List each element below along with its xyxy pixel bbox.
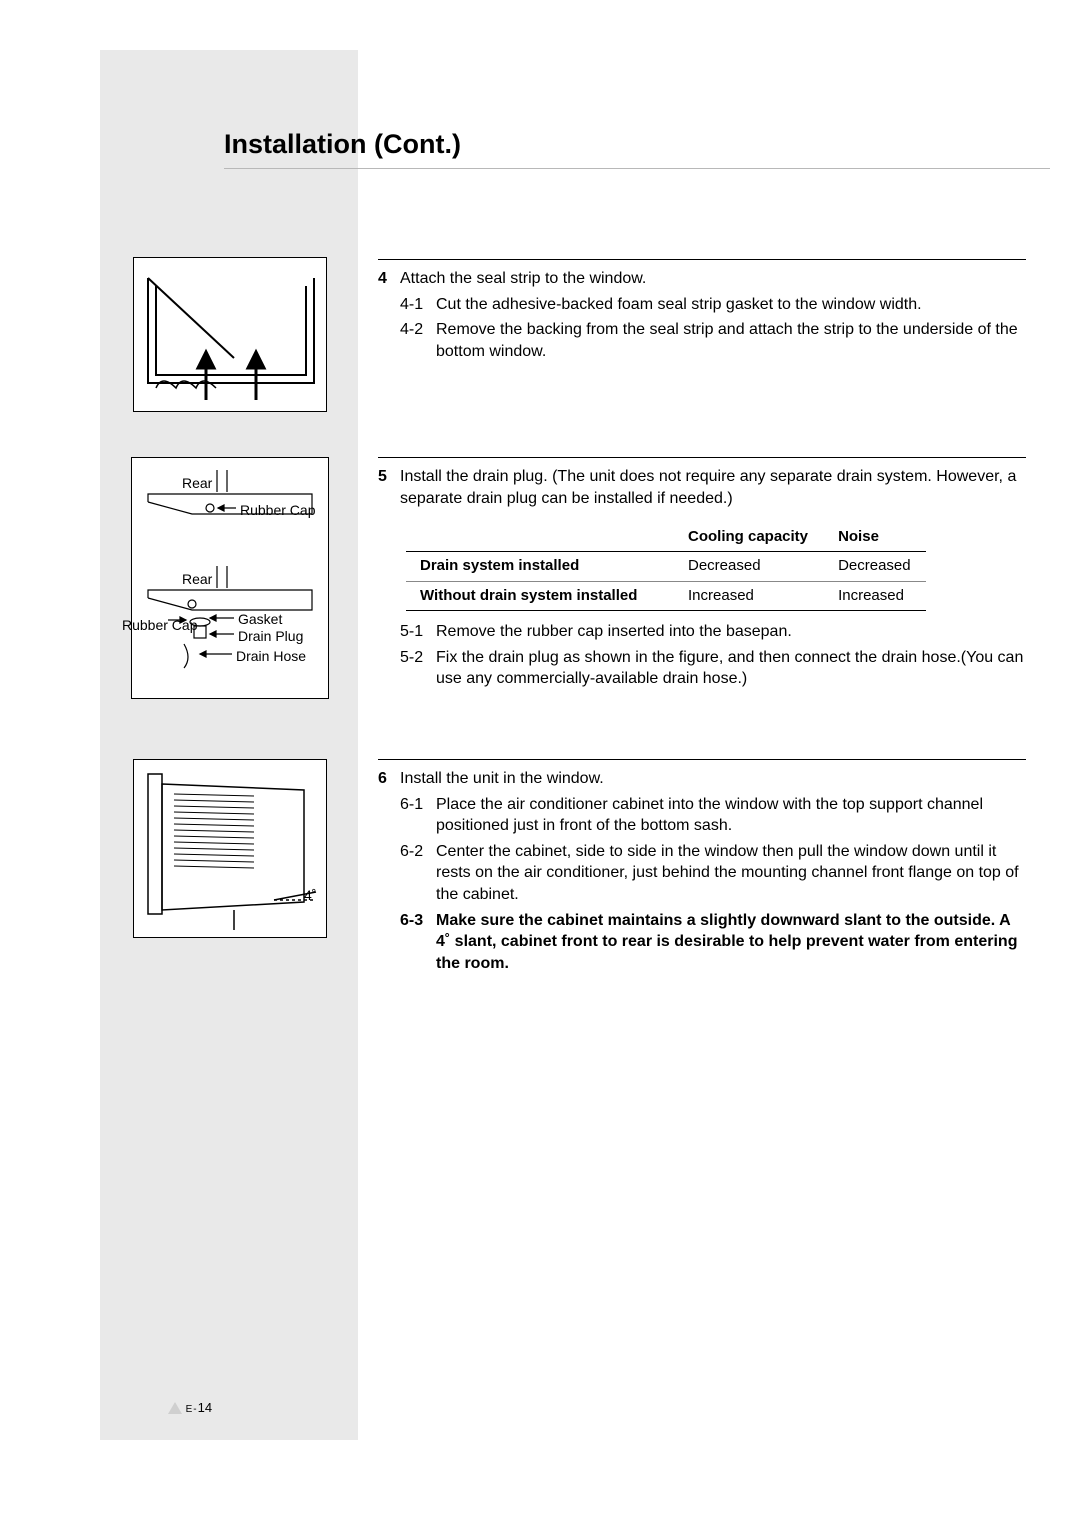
figure-4-svg <box>134 258 326 411</box>
step-6-2-num: 6-2 <box>400 841 430 906</box>
figure-4 <box>133 257 327 412</box>
step-5: 5 Install the drain plug. (The unit does… <box>378 457 1026 694</box>
page-number: E-14 <box>168 1399 212 1417</box>
figure-6-svg <box>134 760 326 937</box>
step-4-num: 4 <box>378 268 392 290</box>
drain-table-r0c2: Decreased <box>824 552 926 581</box>
title-row: Installation (Cont.) <box>224 126 1050 169</box>
drain-table-r1c0: Without drain system installed <box>406 581 674 610</box>
step-5-1-text: Remove the rubber cap inserted into the … <box>436 621 792 643</box>
step-4-1-num: 4-1 <box>400 294 430 316</box>
figure-5-label-rubber-cap-r: Rubber Cap <box>240 501 316 520</box>
step-6: 6 Install the unit in the window. 6-1 Pl… <box>378 759 1026 978</box>
drain-table-row-1: Without drain system installed Increased… <box>406 581 926 610</box>
figure-5-label-rubber-cap-l: Rubber Cap <box>122 616 198 635</box>
figure-5-label-rear2: Rear <box>182 570 212 589</box>
page-number-value: 14 <box>198 1400 212 1415</box>
figure-6-angle-label: 4˚ <box>304 886 316 905</box>
figure-5-label-rear1: Rear <box>182 474 212 493</box>
step-5-1-num: 5-1 <box>400 621 430 643</box>
drain-table: Cooling capacity Noise Drain system inst… <box>406 523 926 611</box>
step-6-1-num: 6-1 <box>400 794 430 837</box>
figure-5: Rear Rubber Cap Rear Gasket Rubber Cap D… <box>131 457 329 699</box>
step-4-1-text: Cut the adhesive-backed foam seal strip … <box>436 294 922 316</box>
drain-table-h0 <box>406 523 674 552</box>
page-title: Installation (Cont.) <box>224 126 1050 162</box>
drain-table-h2: Noise <box>824 523 926 552</box>
step-5-num: 5 <box>378 466 392 509</box>
drain-table-r1c1: Increased <box>674 581 824 610</box>
step-4-2-text: Remove the backing from the seal strip a… <box>436 319 1026 362</box>
drain-table-row-0: Drain system installed Decreased Decreas… <box>406 552 926 581</box>
step-6-1-text: Place the air conditioner cabinet into t… <box>436 794 1026 837</box>
step-6-lead: Install the unit in the window. <box>400 768 604 790</box>
step-6-2-text: Center the cabinet, side to side in the … <box>436 841 1026 906</box>
step-6-num: 6 <box>378 768 392 790</box>
drain-table-r0c1: Decreased <box>674 552 824 581</box>
step-4-2-num: 4-2 <box>400 319 430 362</box>
page-number-prefix: E- <box>186 1404 198 1415</box>
drain-table-r1c2: Increased <box>824 581 926 610</box>
step-5-2-text: Fix the drain plug as shown in the figur… <box>436 647 1026 690</box>
figure-5-label-drain-plug: Drain Plug <box>238 627 303 646</box>
drain-table-h1: Cooling capacity <box>674 523 824 552</box>
title-rule <box>224 168 1050 169</box>
step-6-3-text: Make sure the cabinet maintains a slight… <box>436 910 1026 975</box>
figure-5-label-drain-hose: Drain Hose <box>236 647 306 666</box>
step-6-3-num: 6-3 <box>400 910 430 975</box>
drain-table-r0c0: Drain system installed <box>406 552 674 581</box>
figure-6: 4˚ <box>133 759 327 938</box>
step-4: 4 Attach the seal strip to the window. 4… <box>378 259 1026 366</box>
step-5-lead: Install the drain plug. (The unit does n… <box>400 466 1026 509</box>
step-5-2-num: 5-2 <box>400 647 430 690</box>
step-4-lead: Attach the seal strip to the window. <box>400 268 646 290</box>
page-number-triangle-icon <box>168 1402 182 1414</box>
